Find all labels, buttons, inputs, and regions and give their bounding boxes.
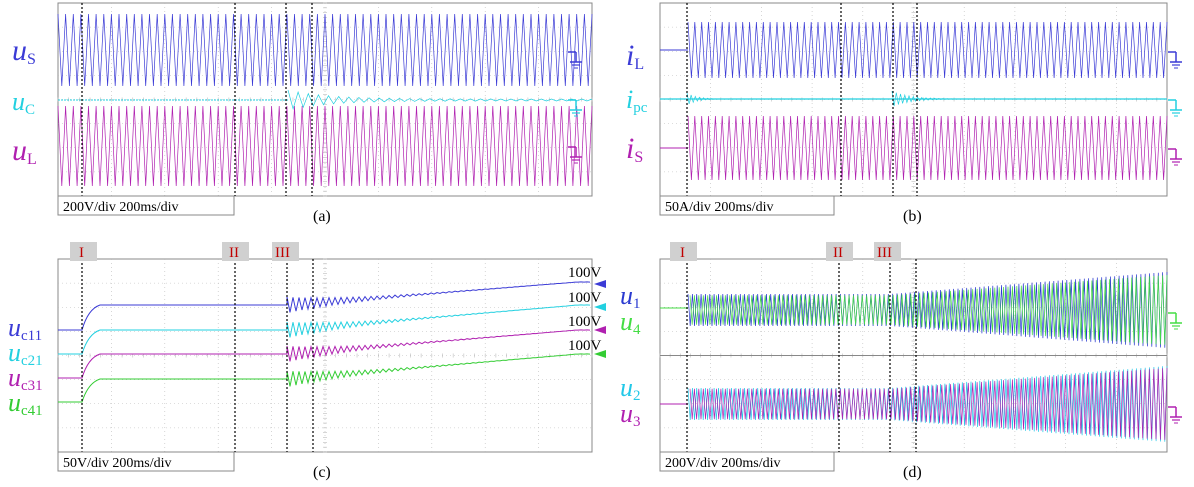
panel-c-labels: uc11 uc21 uc31 uc41 [8, 313, 43, 419]
label-uC: uC [12, 87, 35, 118]
trace-uC-transient [287, 89, 593, 111]
panel-c-traces [58, 281, 591, 403]
label-uc11: uc11 [8, 313, 42, 344]
label-u1: u1 [620, 281, 641, 312]
trace-u4 [689, 274, 1168, 345]
ref-arrow-3 [594, 326, 606, 334]
ref-arrow-1 [594, 280, 606, 288]
panel-b: iL ipc iS 50A/div 200ms/div (b) [626, 2, 1182, 225]
ref-arrow-2 [594, 303, 606, 311]
trace-iS [687, 115, 1168, 181]
panel-a-labels: uS uC uL [12, 34, 37, 168]
trace-uc21 [58, 304, 591, 355]
trace-uL [57, 105, 593, 187]
panel-c-scale: 50V/div 200ms/div [63, 456, 172, 471]
trace-ipc-transient2 [891, 90, 961, 107]
panel-d-traces [660, 271, 1182, 442]
panel-b-labels: iL ipc iS [626, 39, 648, 166]
panel-a-traces [57, 13, 593, 187]
panel-c-grid [57, 258, 593, 453]
ref-label-2: 100V [568, 290, 602, 306]
ref-label-1: 100V [568, 265, 602, 281]
label-uL: uL [12, 134, 37, 168]
trace-uc31 [58, 329, 591, 379]
label-iS: iS [626, 132, 643, 166]
panel-b-scale: 50A/div 200ms/div [665, 200, 774, 215]
panel-b-caption: (b) [903, 208, 922, 225]
panel-b-scale-box [659, 195, 835, 216]
trace-ipc-transient1 [686, 92, 721, 104]
trace-u3 [689, 367, 1168, 440]
panel-b-traces [660, 21, 1182, 181]
panel-c-scale-box [57, 451, 235, 472]
panel-d-caption: (d) [903, 464, 922, 481]
panel-a-scale-box [57, 195, 235, 216]
label-uc31: uc31 [8, 363, 43, 394]
panel-a-grid [57, 2, 593, 197]
panel-a-scale: 200V/div 200ms/div [63, 200, 179, 215]
panel-d-markers: I II III [670, 242, 901, 261]
trace-uS [57, 13, 593, 87]
marker-d-I: I [680, 245, 685, 261]
panel-d-cursors [686, 259, 917, 452]
marker-c-II: II [229, 245, 239, 261]
panel-d-scale-box [659, 451, 835, 472]
label-u2: u2 [620, 373, 641, 404]
panel-d-scale: 200V/div 200ms/div [665, 456, 781, 471]
label-iL: iL [626, 39, 644, 73]
panel-b-cursors [686, 3, 918, 196]
marker-d-II: II [833, 245, 843, 261]
marker-c-I: I [79, 245, 84, 261]
panel-c: I II III uc11 uc21 uc31 uc41 100V 100V 1… [8, 242, 606, 481]
ref-arrow-4 [594, 350, 606, 358]
label-uS: uS [12, 34, 36, 68]
ref-label-4: 100V [568, 338, 602, 354]
panel-a: uS uC uL 200V/div 200ms/div (a) [12, 2, 593, 225]
marker-d-III: III [877, 245, 892, 261]
trace-uc41 [58, 353, 591, 403]
panel-a-cursors [81, 3, 313, 196]
trace-iL [687, 21, 1168, 79]
label-uc21: uc21 [8, 338, 43, 369]
panel-d-labels: u1 u4 u2 u3 [620, 281, 641, 430]
label-u3: u3 [620, 399, 641, 430]
ref-label-3: 100V [568, 314, 602, 330]
label-uc41: uc41 [8, 388, 43, 419]
panel-a-caption: (a) [313, 208, 331, 225]
trace-uc11 [58, 281, 591, 331]
label-ipc: ipc [626, 85, 648, 116]
label-u4: u4 [620, 307, 641, 338]
marker-c-III: III [275, 245, 290, 261]
panel-d: I II III u1 u4 u2 u3 200V/div 200ms/div … [620, 242, 1182, 481]
panel-c-markers: I II III [70, 242, 299, 261]
panel-c-caption: (c) [313, 464, 331, 481]
panel-c-right-labels: 100V 100V 100V 100V [568, 265, 606, 358]
panel-c-cursors [81, 259, 314, 452]
